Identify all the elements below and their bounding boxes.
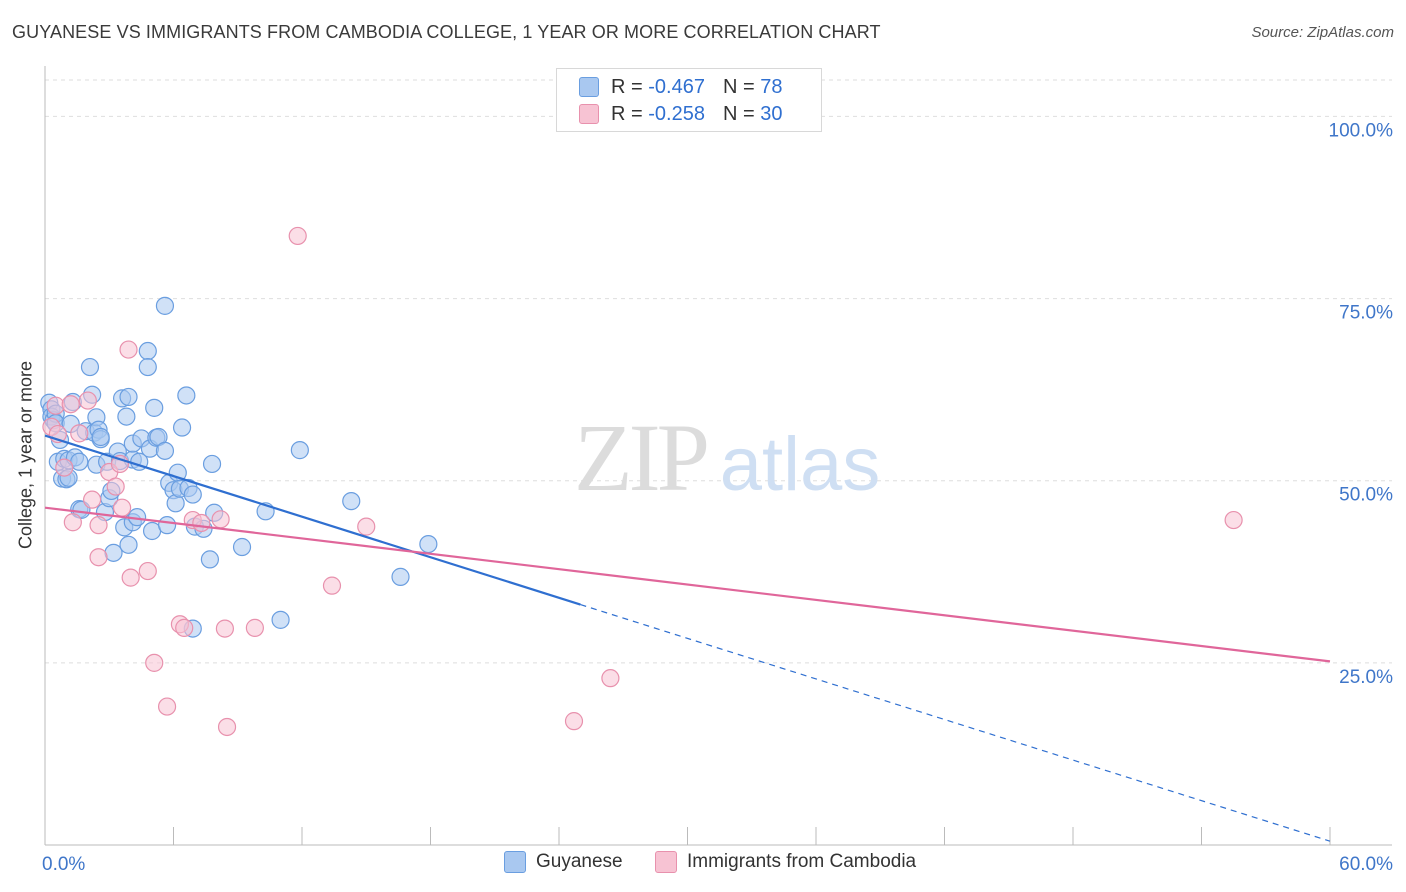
y-tick-label: 25.0% xyxy=(1339,667,1393,688)
legend-r-value-guyanese: -0.467 xyxy=(648,75,705,98)
legend-swatch-cambodia xyxy=(579,104,599,124)
point-guyanese xyxy=(232,537,252,557)
point-cambodia xyxy=(357,517,376,536)
series-legend: Guyanese Immigrants from Cambodia xyxy=(0,851,1406,879)
y-axis-label: College, 1 year or more xyxy=(15,360,36,550)
point-guyanese xyxy=(183,485,202,504)
legend-item-guyanese[interactable]: Guyanese xyxy=(504,851,623,873)
legend-n-value-cambodia: 30 xyxy=(760,102,783,125)
axes xyxy=(44,66,1392,846)
point-cambodia xyxy=(215,619,234,638)
legend-r-value-cambodia: -0.258 xyxy=(648,102,705,125)
x-tick-label: 0.0% xyxy=(42,854,85,875)
point-guyanese xyxy=(202,454,222,474)
point-guyanese xyxy=(391,567,410,586)
y-tick-label: 100.0% xyxy=(1329,120,1394,141)
x-tick-label: 60.0% xyxy=(1339,854,1393,875)
legend-r-label: R = xyxy=(611,102,643,125)
point-guyanese xyxy=(91,427,110,447)
point-guyanese xyxy=(119,387,138,407)
point-guyanese xyxy=(177,386,196,405)
watermark-zip: ZIP xyxy=(574,404,707,511)
point-cambodia xyxy=(217,717,237,737)
point-cambodia xyxy=(119,340,138,359)
point-cambodia xyxy=(46,396,65,415)
tick-labels: 25.0% 50.0% 75.0% 100.0% 0.0% 60.0% xyxy=(42,120,1393,875)
point-cambodia xyxy=(175,618,194,637)
point-cambodia xyxy=(288,226,307,246)
legend-n-label: N = xyxy=(722,75,755,98)
point-cambodia xyxy=(322,576,342,595)
point-cambodia xyxy=(157,697,177,716)
legend-label-cambodia: Immigrants from Cambodia xyxy=(687,851,917,872)
watermark-atlas: atlas xyxy=(720,422,881,507)
legend-r-label: R = xyxy=(611,75,643,98)
point-cambodia xyxy=(145,653,164,672)
point-cambodia xyxy=(211,510,230,529)
legend-row-guyanese: R = -0.467 N = 78 xyxy=(579,74,782,100)
point-guyanese xyxy=(342,492,361,511)
point-cambodia xyxy=(138,561,157,581)
grid-lines xyxy=(45,79,1392,664)
point-guyanese xyxy=(138,341,157,361)
point-cambodia xyxy=(55,458,74,477)
watermark: ZIP atlas xyxy=(574,404,880,511)
trendline-guyanese-extension xyxy=(580,603,1331,842)
point-guyanese xyxy=(145,398,164,417)
stats-legend: R = -0.467 N = 78 R = -0.258 N = 30 xyxy=(556,68,822,132)
point-guyanese xyxy=(271,610,290,629)
point-cambodia xyxy=(89,548,108,567)
point-cambodia xyxy=(83,490,102,509)
point-cambodia xyxy=(106,477,125,496)
point-guyanese xyxy=(80,357,100,377)
point-guyanese xyxy=(155,441,175,460)
point-cambodia xyxy=(564,712,584,731)
point-guyanese xyxy=(419,534,438,554)
legend-swatch-cambodia xyxy=(655,851,677,873)
legend-row-cambodia: R = -0.258 N = 30 xyxy=(579,101,782,127)
y-tick-label: 75.0% xyxy=(1339,303,1393,324)
point-guyanese xyxy=(119,535,138,554)
point-cambodia xyxy=(89,516,108,535)
point-guyanese xyxy=(200,550,220,569)
legend-item-cambodia[interactable]: Immigrants from Cambodia xyxy=(655,851,916,873)
point-cambodia xyxy=(70,424,89,443)
point-cambodia xyxy=(61,395,80,414)
legend-n-label: N = xyxy=(722,102,755,125)
point-cambodia xyxy=(63,513,82,532)
point-cambodia xyxy=(192,513,211,533)
legend-label-guyanese: Guyanese xyxy=(536,851,623,872)
point-guyanese xyxy=(155,296,175,315)
point-cambodia xyxy=(245,618,264,637)
legend-swatch-guyanese xyxy=(504,851,526,873)
point-guyanese xyxy=(172,418,192,437)
point-cambodia xyxy=(78,391,97,410)
trendline-guyanese xyxy=(44,434,581,606)
point-guyanese xyxy=(117,407,136,426)
point-guyanese xyxy=(290,441,309,460)
point-cambodia xyxy=(121,568,140,587)
point-guyanese xyxy=(138,357,157,377)
legend-swatch-guyanese xyxy=(579,77,599,97)
legend-n-value-guyanese: 78 xyxy=(760,75,783,98)
trendlines xyxy=(44,434,1331,842)
point-cambodia xyxy=(112,498,132,517)
source-label: Source: ZipAtlas.com xyxy=(1251,24,1394,41)
point-cambodia xyxy=(601,669,620,688)
point-cambodia xyxy=(1224,510,1243,530)
trendline-cambodia xyxy=(44,506,1331,663)
point-guyanese xyxy=(104,543,123,562)
point-guyanese xyxy=(157,516,177,535)
chart-title: GUYANESE VS IMMIGRANTS FROM CAMBODIA COL… xyxy=(12,22,881,42)
y-tick-label: 50.0% xyxy=(1339,485,1393,506)
